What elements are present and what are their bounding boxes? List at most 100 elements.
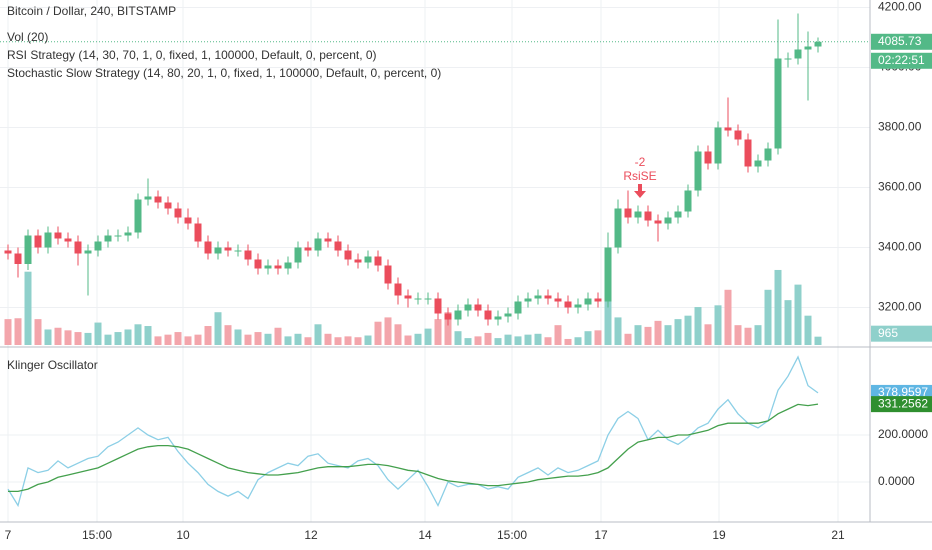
candle-body	[724, 127, 732, 131]
candle-body	[664, 217, 672, 224]
volume-bar	[404, 335, 412, 345]
candle-body	[354, 259, 362, 263]
candle-body	[614, 208, 622, 248]
candle-body	[74, 241, 82, 254]
candle-body	[134, 199, 142, 233]
candle-body	[564, 301, 572, 308]
indicator-layer	[7, 355, 819, 508]
candle-body	[764, 148, 772, 161]
volume-bar	[354, 337, 362, 345]
x-tick-label: 21	[831, 528, 845, 542]
candle-body	[34, 235, 42, 248]
candle-body	[154, 196, 162, 203]
candle-body	[94, 241, 102, 251]
volume-bar	[674, 319, 682, 345]
volume-bar	[544, 337, 552, 345]
volume-bar	[174, 332, 182, 345]
candle-body	[264, 265, 272, 269]
volume-bar	[734, 325, 742, 345]
volume-bar	[84, 332, 92, 345]
volume-bar	[654, 320, 662, 345]
volume-bar	[644, 326, 652, 345]
volume-bar	[204, 326, 212, 345]
x-tick-label: 7	[5, 528, 12, 542]
candle-body	[24, 235, 32, 264]
candle-body	[544, 295, 552, 299]
candle-body	[674, 211, 682, 218]
volume-bar	[294, 333, 302, 345]
volume-bar	[444, 312, 452, 345]
candle-body	[174, 208, 182, 218]
x-tick-label: 12	[304, 528, 318, 542]
candle-body	[124, 232, 132, 236]
annotation: RsiSE	[623, 169, 656, 183]
candle-body	[744, 139, 752, 167]
candle-body	[44, 232, 52, 248]
volume-bar	[474, 336, 482, 345]
countdown-label: 02:22:51	[878, 53, 925, 67]
candle-body	[554, 298, 562, 302]
volume-bar	[634, 325, 642, 345]
candle-body	[524, 298, 532, 302]
candle-body	[574, 304, 582, 308]
countdown-label-bg	[871, 52, 932, 69]
candle-body	[344, 250, 352, 260]
volume-bar	[524, 334, 532, 345]
volume-bar	[244, 334, 252, 345]
volume-bar	[284, 336, 292, 345]
annotation: -2	[635, 155, 646, 169]
candle-body	[504, 313, 512, 317]
candle-body	[274, 265, 282, 269]
volume-bar	[464, 338, 472, 345]
candle-body	[704, 151, 712, 164]
x-tick-label: 14	[418, 528, 432, 542]
candle-body	[304, 247, 312, 251]
candle-body	[244, 250, 252, 260]
candle-body	[644, 211, 652, 221]
volume-bar	[744, 327, 752, 345]
candle-body	[494, 316, 502, 320]
candle-body	[324, 238, 332, 242]
last-price-label-bg	[871, 33, 932, 50]
candle-body	[314, 238, 322, 251]
volume-bar	[794, 284, 802, 345]
candle-body	[624, 208, 632, 218]
candle-body	[684, 190, 692, 212]
legend-stoch: Stochastic Slow Strategy (14, 80, 20, 1,…	[7, 66, 441, 80]
volume-bar	[214, 312, 222, 345]
candle-body	[204, 241, 212, 254]
volume-bar	[594, 330, 602, 345]
candle-body	[714, 127, 722, 164]
candle-body	[484, 310, 492, 320]
candle-body	[584, 298, 592, 305]
volume-bar	[134, 324, 142, 345]
candle-body	[64, 238, 72, 242]
volume-bar	[804, 315, 812, 345]
volume-bar	[314, 324, 322, 345]
volume-bar	[94, 322, 102, 345]
volume-bar	[224, 325, 232, 345]
volume-bar	[334, 337, 342, 345]
volume-bar	[494, 338, 502, 345]
volume-bar	[344, 336, 352, 345]
y-tick-label: 200.0000	[878, 427, 928, 441]
candle-body	[104, 235, 112, 242]
volume-bar	[704, 324, 712, 345]
candle-body	[234, 250, 242, 252]
signal-arrow	[634, 184, 646, 198]
indicator-line	[8, 403, 819, 493]
volume-bar	[24, 271, 32, 345]
candle-body	[654, 220, 662, 224]
candle-body	[114, 235, 122, 237]
volume-bar	[814, 336, 822, 345]
volume-bar	[694, 307, 702, 345]
y-tick-label: 3600.00	[878, 180, 922, 194]
x-tick-label: 10	[176, 528, 190, 542]
candle-body	[434, 298, 442, 314]
x-tick-label: 17	[594, 528, 608, 542]
candle-body	[414, 298, 422, 300]
candle-body	[254, 259, 262, 269]
candle-body	[814, 41, 822, 47]
axis-layer: 3200.003400.003600.003800.004000.004200.…	[5, 0, 932, 542]
